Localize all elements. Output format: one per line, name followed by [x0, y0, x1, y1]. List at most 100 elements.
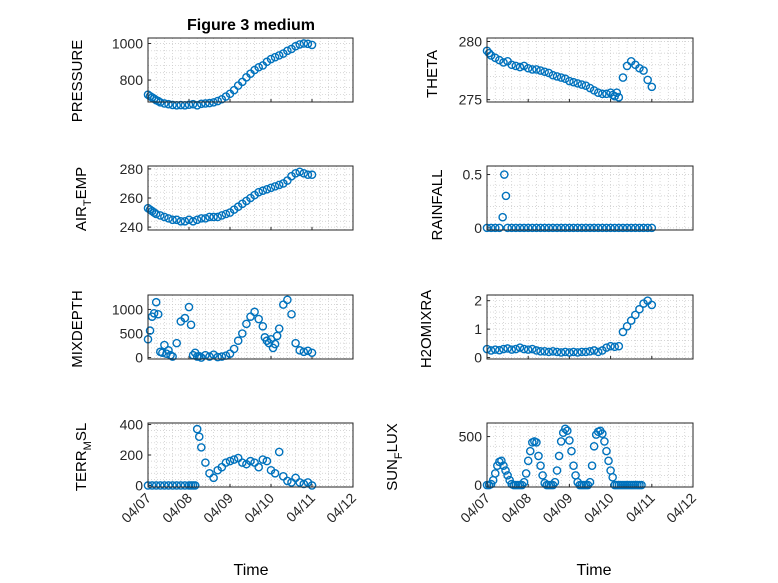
- panel-air-temp: AIRTEMP 240 260 280: [73, 161, 354, 235]
- data-point-pressure: [201, 99, 210, 108]
- ylabel-mixdepth: MIXDEPTH: [69, 290, 86, 368]
- data-point-rainfall: [577, 223, 587, 233]
- axes-box-sun_flux: [486, 422, 694, 488]
- axes-box-rainfall: [486, 165, 694, 231]
- data-point-rainfall: [528, 223, 537, 233]
- data-point-h2omixra: [548, 347, 558, 356]
- data-point-h2omixra: [503, 344, 512, 353]
- data-point-pressure: [164, 99, 173, 109]
- data-point-pressure: [274, 51, 284, 60]
- data-point-air_temp: [205, 212, 214, 222]
- data-point-rainfall: [519, 223, 529, 233]
- ytick-label: 260: [120, 190, 144, 206]
- data-point-rainfall: [622, 223, 632, 233]
- data-point-h2omixra: [560, 347, 570, 357]
- data-point-air_temp: [221, 209, 231, 219]
- data-point-sun_flux: [567, 446, 576, 456]
- data-point-pressure: [205, 98, 214, 108]
- data-point-mixdepth: [303, 346, 313, 356]
- data-point-rainfall: [500, 170, 509, 179]
- data-point-theta: [581, 81, 591, 91]
- data-point-air_temp: [299, 168, 309, 178]
- data-point-air_temp: [168, 215, 177, 225]
- data-point-mixdepth: [217, 352, 227, 361]
- data-point-terr_msl: [307, 481, 317, 490]
- data-point-air_temp: [262, 184, 272, 194]
- data-point-h2omixra: [523, 345, 533, 354]
- data-point-mixdepth: [291, 338, 300, 348]
- data-point-mixdepth: [145, 326, 155, 335]
- data-point-theta: [569, 77, 578, 87]
- data-point-rainfall: [556, 223, 566, 233]
- data-point-mixdepth: [295, 346, 305, 355]
- xlabel-right: Time: [577, 562, 612, 579]
- data-point-terr_msl: [192, 424, 202, 434]
- data-point-mixdepth: [250, 307, 259, 317]
- data-point-mixdepth: [186, 320, 196, 330]
- ytick-label: 200: [120, 447, 144, 463]
- data-point-mixdepth: [274, 324, 284, 333]
- data-point-terr_msl: [274, 447, 284, 457]
- data-point-h2omixra: [565, 348, 574, 357]
- data-point-theta: [536, 66, 545, 75]
- data-point-pressure: [266, 54, 276, 64]
- ytick-label: 0: [135, 350, 143, 366]
- data-point-sun_flux: [532, 438, 541, 447]
- data-point-sun_flux: [565, 436, 574, 445]
- data-point-sun_flux: [519, 477, 529, 487]
- data-point-h2omixra: [544, 347, 554, 357]
- panel-rainfall: RAINFALL 0 0.5: [429, 165, 694, 240]
- ylabel-terr-msl: TERRMSL: [73, 423, 94, 491]
- ylabel-sun-flux: SUNFLUX: [384, 423, 405, 491]
- data-point-mixdepth: [233, 336, 243, 346]
- data-point-rainfall: [501, 191, 511, 201]
- data-point-theta: [532, 65, 541, 74]
- ytick-label: 0: [474, 350, 482, 366]
- data-point-air_temp: [196, 214, 206, 223]
- data-point-sun_flux: [589, 441, 599, 451]
- data-point-h2omixra: [540, 347, 549, 356]
- data-point-pressure: [188, 99, 198, 109]
- data-point-mixdepth: [172, 338, 181, 348]
- data-point-mixdepth: [237, 329, 247, 338]
- data-point-air_temp: [303, 170, 313, 180]
- data-point-h2omixra: [511, 344, 521, 354]
- ylabel-theta: THETA: [424, 50, 441, 98]
- data-point-mixdepth: [149, 308, 159, 318]
- data-point-sun_flux: [604, 456, 613, 466]
- data-point-air_temp: [201, 214, 210, 223]
- data-point-theta: [544, 68, 554, 78]
- data-point-terr_msl: [180, 481, 190, 490]
- data-point-h2omixra: [626, 316, 636, 325]
- data-point-sun_flux: [637, 480, 646, 490]
- xtick-label: 04/09: [200, 490, 236, 526]
- data-point-h2omixra: [631, 310, 640, 320]
- data-point-theta: [515, 62, 525, 72]
- data-point-pressure: [168, 100, 177, 110]
- data-point-terr_msl: [221, 458, 231, 467]
- data-point-rainfall: [569, 223, 578, 233]
- data-point-air_temp: [258, 186, 268, 196]
- axes-box-mixdepth: [147, 294, 354, 360]
- data-point-theta: [614, 93, 624, 102]
- data-point-rainfall: [498, 212, 507, 222]
- axes-border-sun_flux: [486, 422, 694, 488]
- data-point-h2omixra: [606, 341, 615, 351]
- data-point-pressure: [295, 40, 305, 49]
- data-point-air_temp: [160, 212, 169, 222]
- ytick-label: 1000: [112, 301, 143, 317]
- data-point-h2omixra: [556, 348, 566, 357]
- data-point-rainfall: [552, 223, 562, 233]
- data-point-mixdepth: [160, 340, 169, 350]
- axes-border-theta: [486, 37, 694, 103]
- xtick-label: 04/12: [663, 490, 699, 526]
- data-point-h2omixra: [602, 343, 611, 352]
- data-point-terr_msl: [262, 456, 272, 466]
- data-point-rainfall: [610, 223, 620, 233]
- data-point-theta: [585, 83, 595, 93]
- data-point-theta: [602, 89, 611, 99]
- ylabel-pressure: PRESSURE: [69, 40, 86, 123]
- ylabel-air-temp: AIRTEMP: [73, 167, 94, 231]
- data-point-mixdepth: [168, 352, 177, 361]
- data-point-sun_flux: [600, 437, 609, 446]
